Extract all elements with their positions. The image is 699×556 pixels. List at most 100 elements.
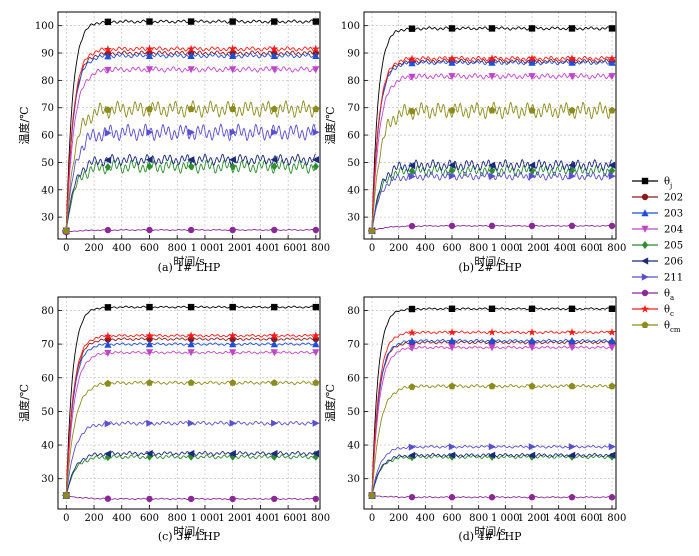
data-point-theta_a xyxy=(104,226,112,234)
x-tick-label: 200 xyxy=(389,513,408,524)
y-tick-label: 70 xyxy=(41,340,54,351)
legend-item-s202: 202 xyxy=(632,193,683,204)
data-point-theta_cm xyxy=(488,382,496,390)
data-point-theta_c xyxy=(228,331,237,340)
y-tick-label: 90 xyxy=(41,49,54,60)
data-point-s203 xyxy=(104,340,112,348)
data-point-theta_c xyxy=(187,44,196,53)
data-point-s204 xyxy=(448,344,456,352)
data-point-s204 xyxy=(608,344,616,352)
x-tick-label: 1 800 xyxy=(302,513,331,524)
data-point-s204 xyxy=(270,349,278,357)
legend-label: θ xyxy=(664,289,670,300)
series-line-s203 xyxy=(62,342,316,496)
x-tick-label: 1 000 xyxy=(491,243,520,254)
y-axis-label: 温度/℃ xyxy=(323,106,337,144)
data-point-s205 xyxy=(146,162,153,171)
x-tick-label: 1 600 xyxy=(571,243,600,254)
data-point-theta_a xyxy=(187,226,195,234)
x-tick-label: 200 xyxy=(389,243,408,254)
data-point-theta_j xyxy=(146,303,153,311)
data-point-s203 xyxy=(448,58,456,66)
data-point-s203 xyxy=(145,340,154,348)
data-point-s204 xyxy=(270,66,278,74)
data-point-theta_cm xyxy=(104,106,112,113)
data-point-s206 xyxy=(312,449,319,458)
data-point-theta_j xyxy=(408,25,416,32)
chart-panel-1: 0 200 400 600 800 1 000 1 200 1 400 1 600 1 800 30… xyxy=(17,11,331,274)
x-tick-label: 1 800 xyxy=(302,243,331,254)
data-point-theta_j xyxy=(104,18,112,26)
data-point-theta_j xyxy=(229,18,236,25)
data-point-theta_j xyxy=(271,303,278,311)
data-point-s204 xyxy=(312,349,320,357)
data-point-s211 xyxy=(408,172,416,181)
plot-frame xyxy=(57,296,321,510)
legend-item-s206: 206 xyxy=(632,257,683,268)
data-point-s204 xyxy=(229,349,237,357)
legend-label: 206 xyxy=(664,257,683,268)
y-tick-label: 100 xyxy=(35,21,54,32)
data-point-s203 xyxy=(488,336,496,344)
data-point-s205 xyxy=(146,452,153,461)
data-point-s206 xyxy=(488,161,496,169)
data-point-s206 xyxy=(312,156,319,164)
data-point-theta_a xyxy=(229,495,236,503)
data-point-s206 xyxy=(608,161,616,169)
data-point-theta_c xyxy=(487,328,497,336)
series-line-s203 xyxy=(368,338,612,496)
data-point-theta_c xyxy=(447,54,457,62)
x-tick-label: 400 xyxy=(416,243,435,254)
data-point-s203 xyxy=(187,52,195,59)
data-point-s203 xyxy=(568,58,576,66)
data-point-s204 xyxy=(145,66,154,74)
data-point-theta_cm xyxy=(187,379,195,386)
x-tick-label: 800 xyxy=(168,513,187,524)
y-tick-label: 60 xyxy=(41,373,54,384)
y-tick-label: 30 xyxy=(347,213,360,224)
y-tick-label: 30 xyxy=(41,213,54,224)
x-tick-label: 0 xyxy=(63,513,69,524)
data-point-s206 xyxy=(270,449,278,458)
y-tick-label: 80 xyxy=(347,306,360,317)
x-tick-label: 600 xyxy=(442,243,461,254)
y-tick-label: 50 xyxy=(41,407,54,418)
data-point-theta_a xyxy=(146,226,153,234)
x-axis-label: 时间/s xyxy=(173,255,205,268)
data-point-s205 xyxy=(271,162,278,171)
data-point-theta_cm xyxy=(568,106,576,114)
x-axis-label: 时间/s xyxy=(173,525,205,538)
data-point-s211 xyxy=(146,128,154,136)
series-line-theta_c xyxy=(368,55,613,232)
x-tick-label: 200 xyxy=(84,513,103,524)
x-tick-label: 1 200 xyxy=(218,243,247,254)
panel-caption: (d) 4# LHP xyxy=(458,530,522,543)
data-point-s203 xyxy=(187,340,195,348)
data-point-s211 xyxy=(488,172,496,180)
data-point-s206 xyxy=(528,451,536,459)
series-line-s205 xyxy=(62,454,316,496)
data-point-s203 xyxy=(312,340,320,348)
data-point-theta_c xyxy=(487,54,497,62)
data-point-theta_a xyxy=(448,494,456,501)
data-point-theta_cm xyxy=(368,491,376,499)
data-point-theta_cm xyxy=(312,379,320,386)
y-axis-label: 温度/℃ xyxy=(17,384,31,422)
x-tick-label: 800 xyxy=(168,243,187,254)
series-line-s205 xyxy=(62,158,317,232)
data-point-s211 xyxy=(448,443,456,451)
data-point-theta_cm xyxy=(568,382,576,390)
data-point-s203 xyxy=(229,340,237,348)
x-tick-label: 1 000 xyxy=(491,513,520,524)
data-point-theta_cm xyxy=(448,382,456,390)
series-line-s211 xyxy=(62,123,317,232)
data-point-theta_c xyxy=(311,331,320,340)
y-tick-label: 60 xyxy=(347,373,360,384)
data-point-theta_a xyxy=(528,222,536,230)
legend-label-subscript: cm xyxy=(670,326,681,334)
x-tick-label: 1 400 xyxy=(246,243,275,254)
x-tick-label: 800 xyxy=(469,513,488,524)
